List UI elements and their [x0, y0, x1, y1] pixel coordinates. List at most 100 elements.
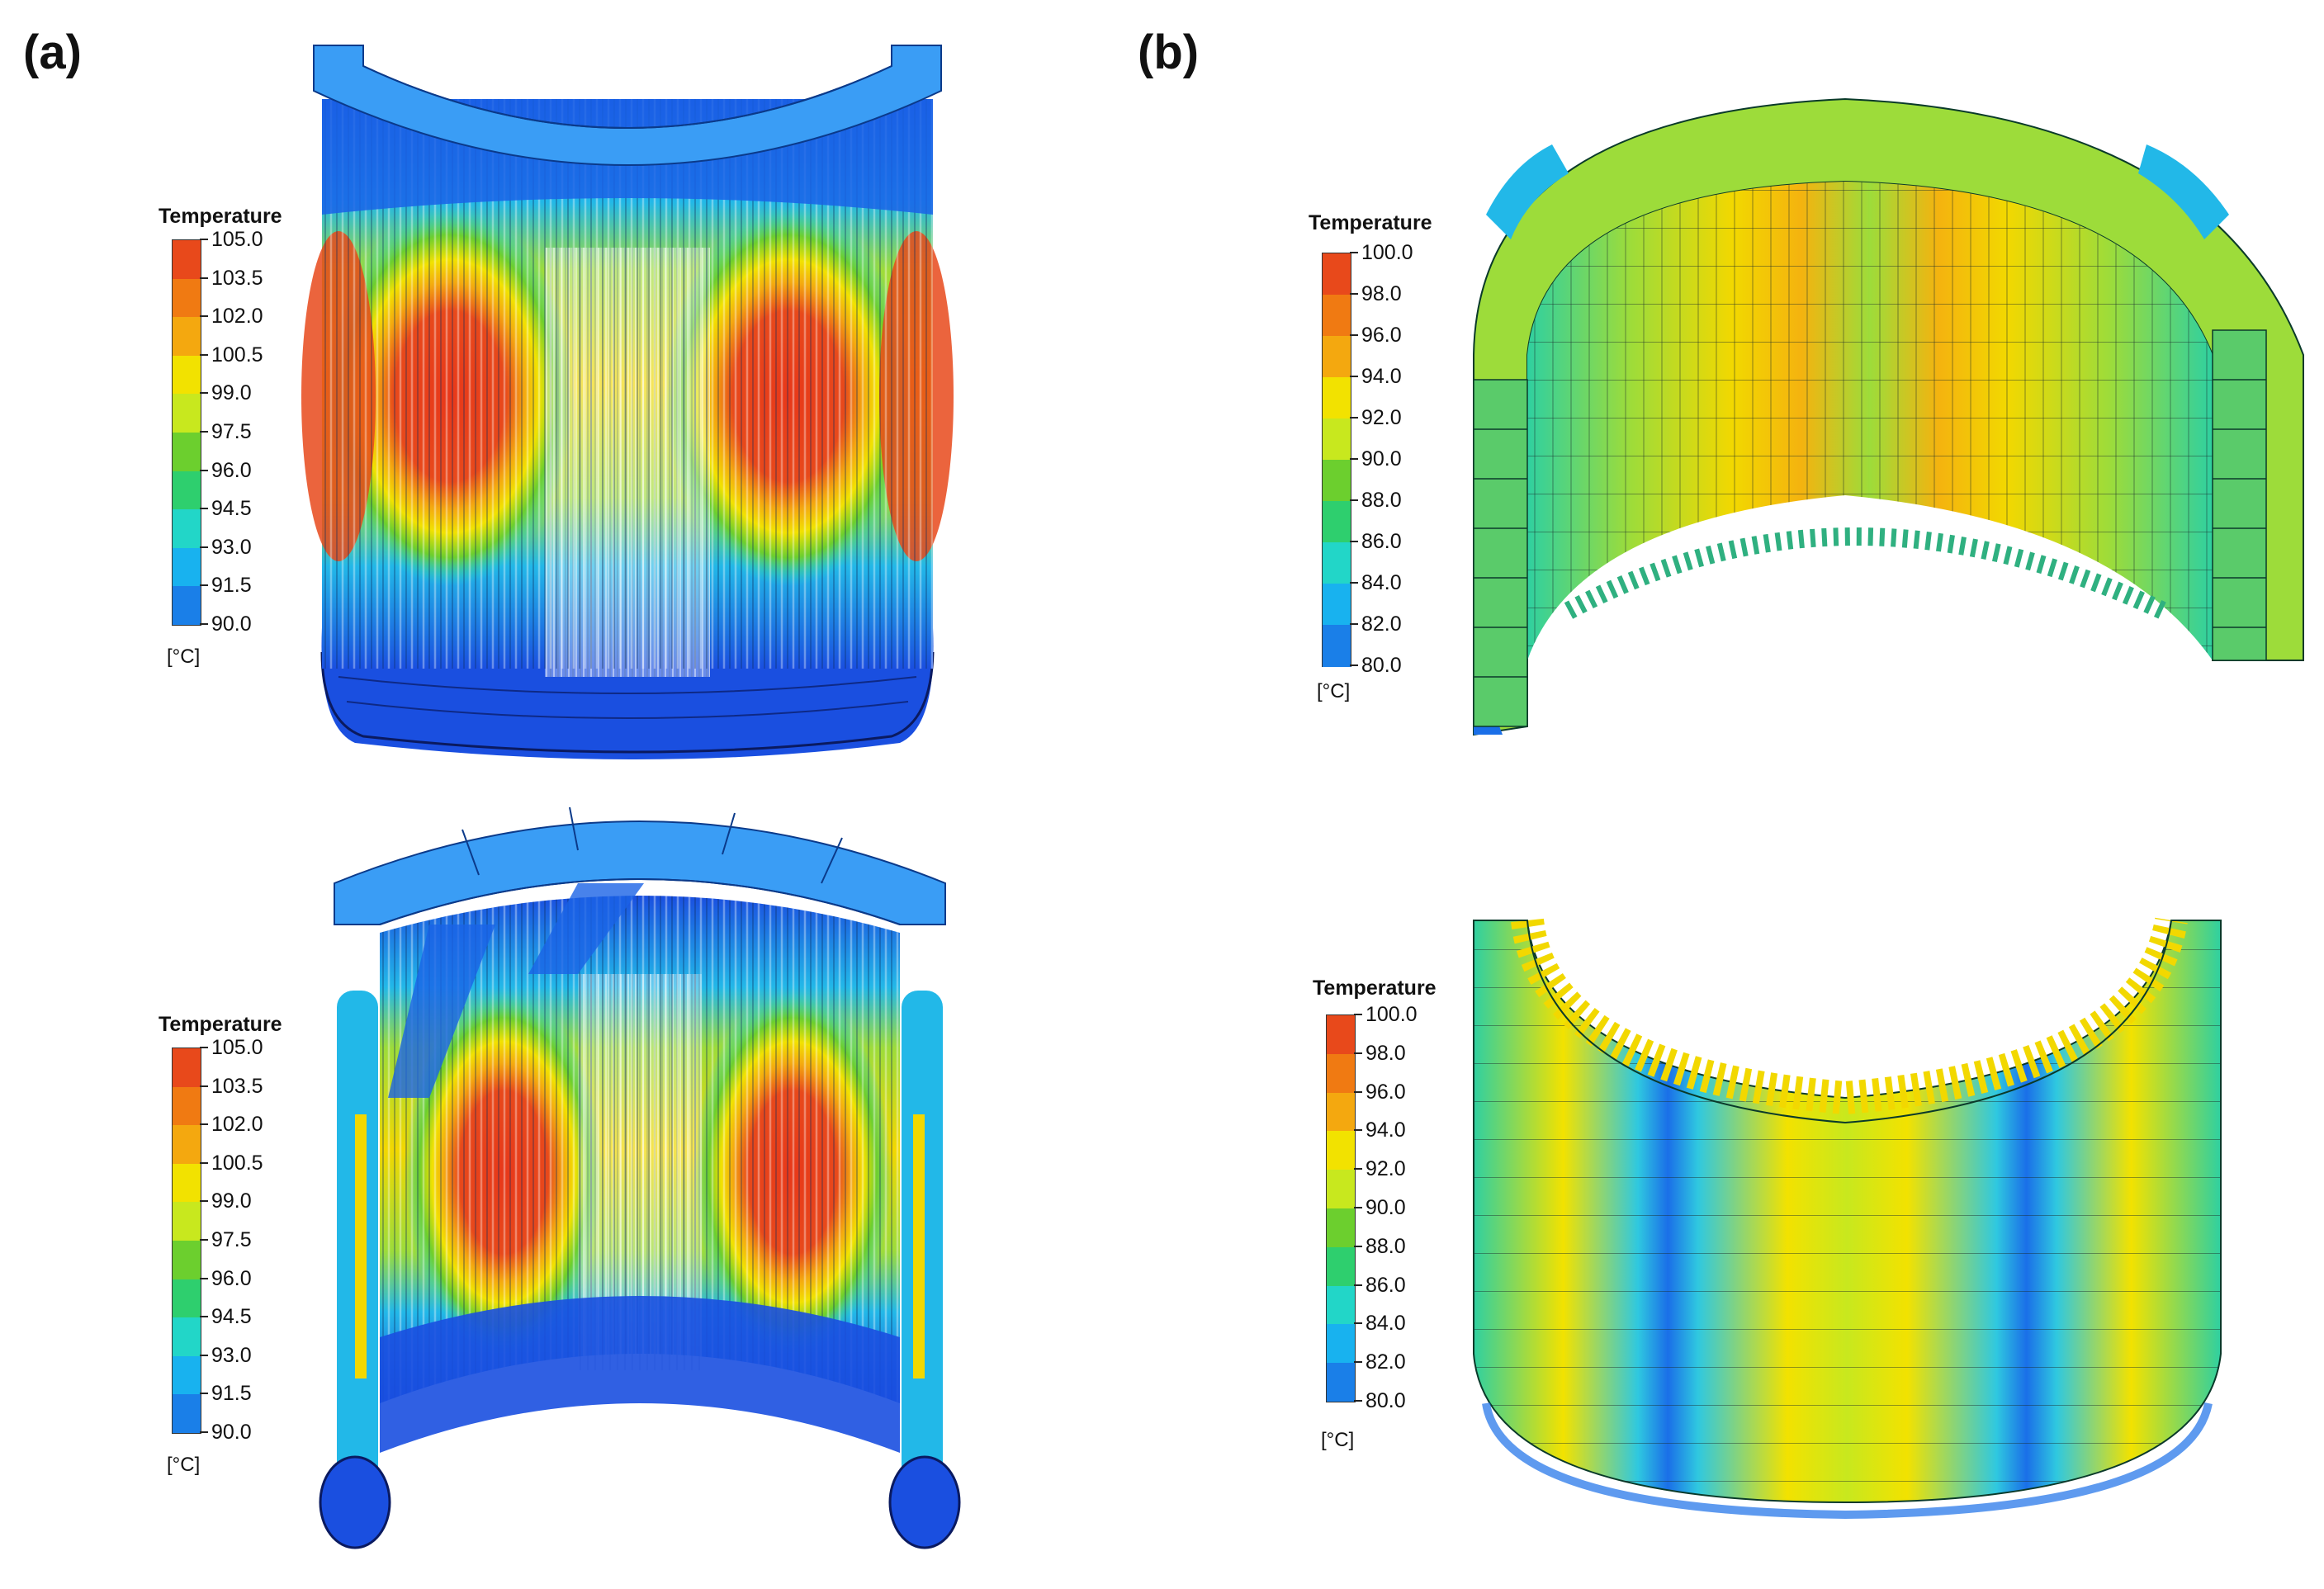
legend-title: Temperature	[1309, 211, 1432, 234]
legend-tick-mark	[1350, 458, 1358, 460]
legend-tick-mark	[1350, 293, 1358, 295]
legend-tick-label: 99.0	[211, 381, 252, 405]
legend-tick-label: 98.0	[1361, 282, 1402, 305]
color-bar-segment	[173, 278, 201, 318]
legend-tick-label: 91.5	[211, 574, 252, 598]
color-bar-segment	[1327, 1170, 1355, 1209]
color-bar-segment	[173, 1086, 201, 1126]
color-bar-segment	[1323, 501, 1351, 543]
legend-tick-label: 90.0	[1366, 1196, 1406, 1219]
color-bar-segment	[1323, 295, 1351, 337]
legend-tick-label: 80.0	[1366, 1389, 1406, 1412]
legend-tick-label: 92.0	[1366, 1157, 1406, 1181]
legend-tick-label: 84.0	[1366, 1312, 1406, 1336]
legend-tick-mark	[1354, 1245, 1362, 1247]
color-bar-segment	[1323, 377, 1351, 419]
color-bar-segment	[1323, 419, 1351, 461]
legend-tick-mark	[200, 469, 208, 471]
legend-tick-label: 100.5	[211, 343, 263, 367]
color-bar-segment	[173, 394, 201, 433]
legend-tick-label: 80.0	[1361, 654, 1402, 677]
legend-tick-label: 100.5	[211, 1151, 263, 1175]
legend-tick-label: 84.0	[1361, 571, 1402, 594]
legend-tick-mark	[1350, 376, 1358, 377]
color-bar-segment	[173, 1241, 201, 1280]
legend-tick-label: 99.0	[211, 1189, 252, 1213]
legend-tick-mark	[1354, 1207, 1362, 1208]
legend-tick-mark	[1354, 1129, 1362, 1132]
legend-tick-mark	[1354, 1090, 1362, 1093]
legend-tick-label: 92.0	[1361, 406, 1402, 429]
legend-tick-label: 105.0	[211, 1036, 263, 1059]
legend-tick-label: 102.0	[211, 1113, 263, 1137]
color-bar-segment	[173, 471, 201, 510]
color-bar-segment	[1323, 460, 1351, 502]
color-bar-segment	[1327, 1324, 1355, 1364]
color-bar-segment	[1327, 1131, 1355, 1170]
color-bar	[1326, 1014, 1356, 1402]
legend-tick-label: 88.0	[1366, 1234, 1406, 1258]
legend-tick-label: 102.0	[211, 305, 263, 329]
legend-tick-mark	[1350, 499, 1358, 501]
legend-tick-label: 82.0	[1361, 612, 1402, 636]
legend-tick-mark	[1354, 1052, 1362, 1054]
legend-tick-mark	[200, 239, 208, 240]
color-bar-segment	[173, 1317, 201, 1357]
color-bar-segment	[173, 1202, 201, 1241]
color-bar-segment	[1327, 1053, 1355, 1094]
legend-tick-label: 93.0	[211, 535, 252, 559]
legend-tick-mark	[200, 1431, 208, 1433]
color-bar-segment	[173, 547, 201, 587]
legend-tick-label: 97.5	[211, 420, 252, 443]
legend-unit: [°C]	[1317, 680, 1351, 702]
color-bar-segment	[173, 1279, 201, 1318]
color-bar-segment	[173, 509, 201, 549]
legend-tick-mark	[1354, 1400, 1362, 1402]
legend-tick-mark	[200, 508, 208, 510]
color-bar	[172, 239, 201, 626]
color-bar-segment	[173, 1355, 201, 1395]
color-bar-segment	[173, 1163, 201, 1203]
legend-tick-label: 90.0	[211, 1421, 252, 1444]
legend-tick-mark	[1350, 582, 1358, 584]
legend-tick-label: 86.0	[1361, 530, 1402, 553]
color-bar-segment	[1327, 1092, 1355, 1132]
legend-tick-mark	[200, 1239, 208, 1241]
color-bar-segment	[173, 1125, 201, 1165]
color-bar-segment	[173, 317, 201, 357]
legend-tick-mark	[200, 1047, 208, 1048]
color-bar-segment	[1323, 336, 1351, 378]
color-bar-segment	[1327, 1285, 1355, 1325]
legend-tick-mark	[200, 315, 208, 318]
legend-unit: [°C]	[167, 1454, 201, 1476]
legend-tick-mark	[1350, 252, 1358, 253]
legend-tick-mark	[200, 584, 208, 587]
legend-tick-mark	[200, 623, 208, 625]
color-bar-segment	[173, 240, 201, 280]
legend-title: Temperature	[159, 1013, 282, 1036]
winding-full-view	[301, 45, 954, 759]
legend-tick-mark	[1350, 334, 1358, 336]
color-bar	[1322, 253, 1351, 667]
legend-tick-label: 93.0	[211, 1343, 252, 1367]
legend-tick-label: 94.0	[1366, 1118, 1406, 1142]
legend-unit: [°C]	[1321, 1429, 1355, 1451]
legend-tick-mark	[1350, 623, 1358, 625]
legend-title: Temperature	[159, 205, 282, 228]
color-bar-segment	[1327, 1246, 1355, 1287]
legend-tick-mark	[1354, 1014, 1362, 1015]
legend-tick-mark	[200, 546, 208, 548]
legend-tick-mark	[1354, 1322, 1362, 1325]
legend-tick-mark	[200, 1316, 208, 1318]
legend-unit: [°C]	[167, 646, 201, 668]
color-bar-segment	[1323, 542, 1351, 584]
legend-tick-label: 94.5	[211, 497, 252, 521]
legend-tick-mark	[200, 1200, 208, 1203]
winding-half-view	[319, 806, 961, 1549]
legend-tick-mark	[200, 277, 208, 279]
legend-tick-label: 88.0	[1361, 489, 1402, 512]
color-bar-segment	[1327, 1208, 1355, 1248]
legend-tick-mark	[1350, 541, 1358, 542]
panel-label-b: (b)	[1138, 26, 1200, 79]
